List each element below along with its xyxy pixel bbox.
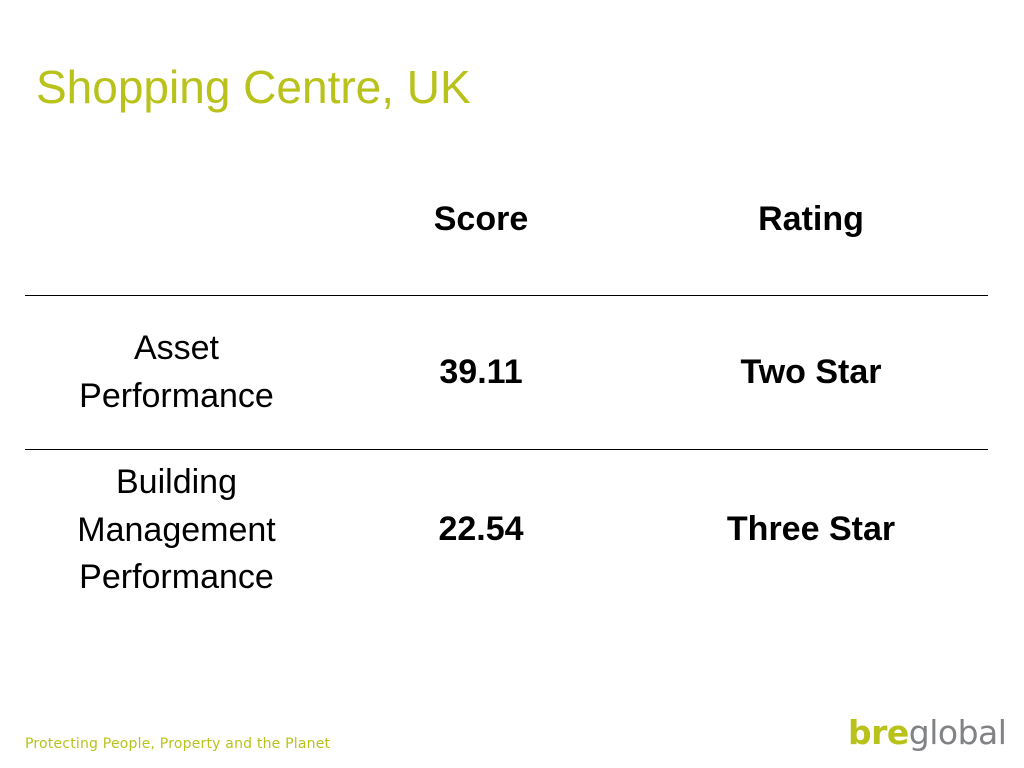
slide-title: Shopping Centre, UK bbox=[36, 61, 471, 113]
table-header-row: Score Rating bbox=[25, 180, 988, 260]
building-management-performance-score: 22.54 bbox=[438, 510, 524, 548]
building-management-performance-rating: Three Star bbox=[726, 510, 896, 548]
table-row-building-management-performance: Building Management Performance 22.54 Th… bbox=[25, 450, 988, 600]
row-label-line: Building bbox=[116, 463, 237, 501]
breglobal-logo: breglobal bbox=[848, 713, 1007, 752]
row-label-line: Performance bbox=[79, 377, 274, 415]
row-label-asset-performance: Asset Performance bbox=[25, 325, 328, 420]
row-label-line: Management bbox=[77, 510, 276, 549]
header-rating: Rating bbox=[758, 200, 864, 239]
row-label-line: Performance bbox=[79, 558, 274, 597]
header-score: Score bbox=[433, 200, 529, 239]
table-row-asset-performance: Asset Performance 39.11 Two Star bbox=[25, 296, 988, 450]
asset-performance-rating: Two Star bbox=[740, 353, 882, 392]
logo-bre: bre bbox=[848, 713, 909, 752]
row-label-building-management-performance: Building Management Performance bbox=[25, 450, 328, 602]
results-table: Score Rating Asset Performance 39.11 Two… bbox=[25, 180, 988, 600]
table-divider-top bbox=[25, 295, 988, 296]
logo-global: global bbox=[908, 713, 1007, 752]
table-divider-middle bbox=[25, 449, 988, 450]
row-label-line: Asset bbox=[133, 329, 220, 368]
asset-performance-score: 39.11 bbox=[439, 353, 523, 392]
footer-tagline: Protecting People, Property and the Plan… bbox=[25, 736, 331, 752]
